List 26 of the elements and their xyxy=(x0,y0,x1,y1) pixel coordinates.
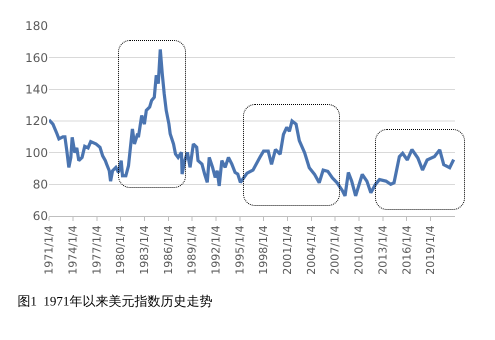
text: 图1 1971年以来美元指数历史走势 xyxy=(17,293,212,308)
y-tick-label: 60 xyxy=(32,209,48,224)
x-tick-label: 1977/1/4 xyxy=(90,225,104,275)
x-tick-label: 2004/1/4 xyxy=(304,225,318,275)
x-tick-label: 1974/1/4 xyxy=(66,225,80,275)
x-tick-label: 2019/1/4 xyxy=(424,225,438,275)
x-tick-label: 1989/1/4 xyxy=(186,225,199,275)
x-tick-label: 2016/1/4 xyxy=(400,225,414,275)
y-tick-label: 80 xyxy=(32,178,48,192)
x-tick-label: 2001/1/4 xyxy=(281,225,294,275)
x-tick-label: 1998/1/4 xyxy=(257,225,270,275)
x-tick-label: 1980/1/4 xyxy=(114,225,128,275)
x-tick-label: 1992/1/4 xyxy=(210,225,223,275)
y-tick-label: 120 xyxy=(25,114,48,128)
y-tick-label: 100 xyxy=(25,146,48,160)
line-series xyxy=(49,48,455,198)
x-tick-label: 2010/1/4 xyxy=(352,225,366,275)
y-tick-label: 180 xyxy=(25,19,48,34)
x-tick-label: 2013/1/4 xyxy=(376,225,390,275)
x-tick-label: 1971/1/4 xyxy=(42,225,56,275)
x-tick-label: 1983/1/4 xyxy=(138,225,152,275)
y-tick-label: 160 xyxy=(25,50,48,65)
x-tick-label: 1995/1/4 xyxy=(233,225,246,275)
x-tick-label: 1986/1/4 xyxy=(162,225,175,275)
y-tick-label: 140 xyxy=(25,82,48,97)
x-tick-label: 2007/1/4 xyxy=(328,225,342,275)
